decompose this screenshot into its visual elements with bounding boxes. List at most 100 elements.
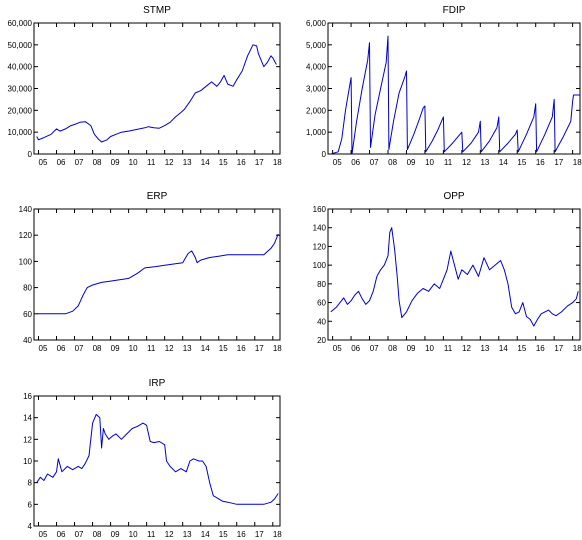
stmp-y-tick-label: 30,000 [8, 85, 33, 94]
irp-x-tick-label: 16 [237, 530, 246, 539]
irp-plot-frame [33, 395, 281, 527]
erp-x-tick-label: 14 [201, 344, 210, 353]
stmp-x-tick-label: 05 [39, 158, 48, 167]
stmp-x-tick-label: 10 [129, 158, 138, 167]
fdip-x-tick-label: 11 [444, 158, 453, 167]
erp-series-line [36, 233, 279, 315]
opp-y-tick-label: 100 [313, 261, 327, 270]
opp-y-tick-label: 60 [317, 299, 326, 308]
opp-title: OPP [443, 191, 464, 202]
opp-y-tick-label: 140 [313, 224, 327, 233]
irp-x-tick-label: 17 [255, 530, 264, 539]
erp-x-tick-label: 15 [219, 344, 228, 353]
erp-x-tick-label: 18 [273, 344, 282, 353]
erp-x-tick-label: 17 [255, 344, 264, 353]
erp-x-tick-label: 10 [129, 344, 138, 353]
fdip-x-tick-label: 05 [333, 158, 342, 167]
opp-x-tick-label: 05 [333, 344, 342, 353]
erp-title: ERP [147, 191, 168, 202]
erp-y-tick-label: 60 [23, 310, 32, 319]
stmp-y-tick-label: 60,000 [8, 19, 33, 28]
irp-y-tick-label: 4 [28, 522, 33, 531]
irp-x-tick-label: 18 [273, 530, 282, 539]
erp-y-tick-label: 120 [19, 231, 33, 240]
irp-x-tick-label: 06 [57, 530, 66, 539]
erp-x-tick-label: 05 [39, 344, 48, 353]
fdip-y-tick-label: 4,000 [306, 63, 327, 72]
stmp-y-tick-label: 50,000 [8, 41, 33, 50]
irp-x-tick-label: 08 [93, 530, 102, 539]
opp-plot-frame [327, 208, 581, 341]
fdip-x-tick-label: 10 [425, 158, 434, 167]
stmp-x-tick-label: 18 [273, 158, 282, 167]
erp-x-tick-label: 11 [147, 344, 156, 353]
opp-x-tick-label: 08 [388, 344, 397, 353]
fdip-x-tick-label: 12 [462, 158, 471, 167]
stmp-x-tick-label: 16 [237, 158, 246, 167]
irp-y-tick-label: 16 [23, 392, 32, 401]
opp-panel: OPP 20 40 60 80 100 120 140 160 05 06 07 08 09 10 11 12 1… [313, 191, 582, 353]
stmp-x-tick-label: 11 [147, 158, 156, 167]
erp-y-tick-label: 80 [23, 284, 32, 293]
fdip-y-tick-label: 1,000 [306, 128, 327, 137]
opp-x-tick-label: 16 [536, 344, 545, 353]
stmp-x-tick-label: 17 [255, 158, 264, 167]
irp-y-tick-label: 12 [23, 435, 32, 444]
irp-y-tick-label: 6 [28, 500, 33, 509]
stmp-y-tick-label: 20,000 [8, 106, 33, 115]
opp-x-tick-label: 15 [517, 344, 526, 353]
irp-x-tick-label: 15 [219, 530, 228, 539]
fdip-y-tick-label: 2,000 [306, 106, 327, 115]
fdip-x-tick-label: 07 [370, 158, 379, 167]
fdip-y-tick-label: 0 [322, 150, 327, 159]
opp-y-tick-label: 40 [317, 317, 326, 326]
erp-y-tick-label: 140 [19, 205, 33, 214]
erp-y-tick-label: 100 [19, 257, 33, 266]
erp-x-tick-label: 12 [165, 344, 174, 353]
fdip-x-tick-label: 18 [573, 158, 582, 167]
opp-y-tick-label: 160 [313, 205, 327, 214]
irp-y-tick-label: 8 [28, 479, 33, 488]
opp-x-tick-label: 10 [425, 344, 434, 353]
stmp-y-tick-label: 10,000 [8, 128, 33, 137]
erp-x-tick-label: 07 [75, 344, 84, 353]
fdip-x-tick-label: 13 [480, 158, 489, 167]
fdip-x-tick-label: 09 [407, 158, 416, 167]
erp-x-tick-label: 08 [93, 344, 102, 353]
fdip-y-tick-label: 3,000 [306, 85, 327, 94]
opp-x-tick-label: 13 [480, 344, 489, 353]
stmp-x-tick-label: 08 [93, 158, 102, 167]
erp-y-tick-label: 40 [23, 336, 32, 345]
fdip-x-tick-label: 17 [554, 158, 563, 167]
stmp-x-tick-label: 13 [183, 158, 192, 167]
irp-title: IRP [149, 378, 166, 389]
irp-x-tick-label: 10 [129, 530, 138, 539]
fdip-panel: FDIP 0 1,000 2,000 3,000 4,000 5,000 6,000 05 06 0… [306, 5, 582, 167]
fdip-x-tick-label: 16 [536, 158, 545, 167]
stmp-x-tick-label: 09 [111, 158, 120, 167]
stmp-plot-frame [33, 22, 281, 155]
stmp-title: STMP [143, 5, 171, 16]
fdip-series-line [330, 35, 580, 155]
irp-series-line [36, 413, 279, 505]
irp-x-tick-label: 05 [39, 530, 48, 539]
stmp-y-tick-label: 40,000 [8, 63, 33, 72]
irp-y-tick-label: 10 [23, 457, 32, 466]
erp-x-tick-label: 16 [237, 344, 246, 353]
erp-panel: ERP 40 60 80 100 120 140 05 06 07 08 09 10 11 12 13 14 15… [19, 191, 283, 353]
stmp-panel: STMP 0 10,000 20,000 30,000 40,000 50,000 60,00… [8, 5, 283, 167]
opp-x-tick-label: 17 [554, 344, 563, 353]
irp-x-tick-label: 07 [75, 530, 84, 539]
opp-x-tick-label: 07 [370, 344, 379, 353]
fdip-plot-frame [327, 22, 581, 155]
opp-series-line [330, 227, 579, 327]
opp-x-tick-label: 11 [444, 344, 453, 353]
opp-y-tick-label: 120 [313, 242, 327, 251]
fdip-title: FDIP [443, 5, 466, 16]
stmp-x-tick-label: 14 [201, 158, 210, 167]
fdip-y-tick-label: 5,000 [306, 41, 327, 50]
stmp-x-tick-label: 07 [75, 158, 84, 167]
opp-x-tick-label: 12 [462, 344, 471, 353]
irp-x-tick-label: 12 [165, 530, 174, 539]
